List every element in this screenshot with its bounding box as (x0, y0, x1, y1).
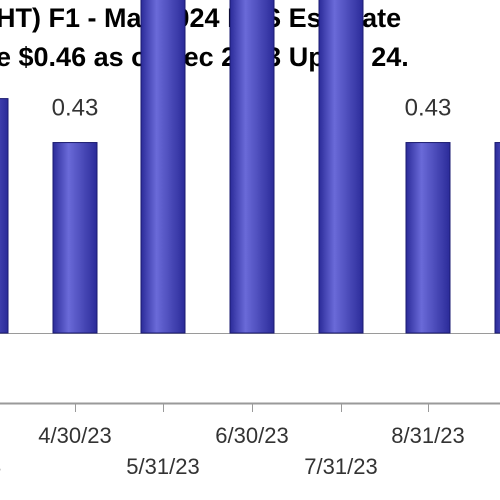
value-label-2: 0.43 (52, 95, 99, 122)
x-tick-label-4: 6/30/23 (215, 423, 288, 448)
bar-1 (0, 98, 9, 334)
x-tick-label-1: /23 (0, 454, 1, 479)
plot-area: 6/230.434/30/230.545/31/230.546/30/230.5… (0, 0, 500, 479)
x-tick-label-5: 7/31/23 (304, 454, 377, 479)
bar-5 (318, 0, 364, 334)
value-label-6: 0.43 (405, 95, 452, 122)
x-tick-label-2: 4/30/23 (38, 423, 111, 448)
x-tick-label-3: 5/31/23 (126, 454, 199, 479)
bar-6 (405, 142, 451, 334)
bar-3 (140, 0, 186, 334)
bar-2 (52, 142, 98, 334)
bar-4 (229, 0, 275, 334)
bar-7 (494, 142, 500, 334)
x-tick-label-6: 8/31/23 (391, 423, 464, 448)
